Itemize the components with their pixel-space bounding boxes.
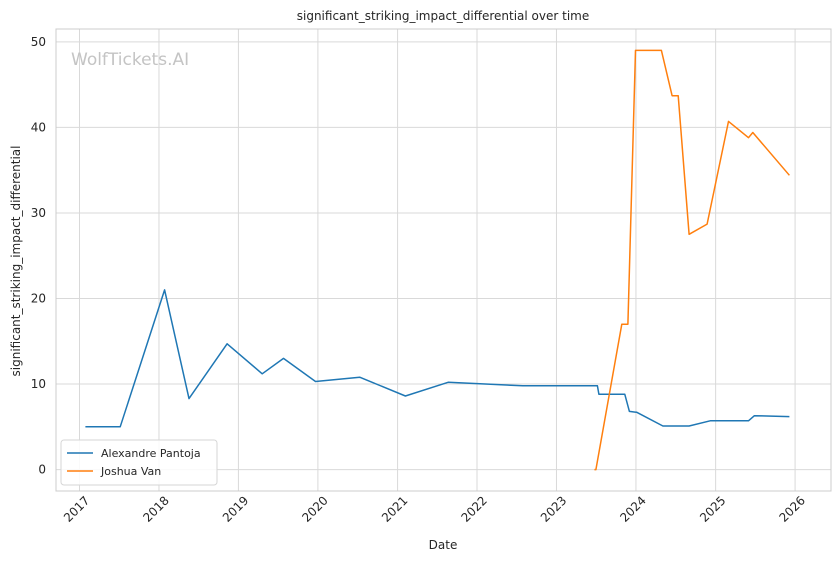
x-tick-label: 2026 <box>777 493 808 524</box>
x-tick-label: 2021 <box>379 493 410 524</box>
legend-box <box>60 439 218 486</box>
x-tick-label: 2018 <box>140 493 171 524</box>
x-tick-label: 2019 <box>220 493 251 524</box>
x-tick-label: 2022 <box>458 493 489 524</box>
x-tick-label: 2024 <box>617 493 648 524</box>
legend: Alexandre Pantoja Joshua Van <box>60 439 218 486</box>
x-tick-label: 2020 <box>299 493 330 524</box>
series-layer <box>85 49 790 471</box>
grid-lines <box>56 29 831 491</box>
y-tick-label: 0 <box>38 463 46 477</box>
y-tick-label: 40 <box>31 120 46 134</box>
y-tick-label: 20 <box>31 292 46 306</box>
y-tick-label: 30 <box>31 206 46 220</box>
y-tick-label: 50 <box>31 35 46 49</box>
series-line-0 <box>85 289 790 428</box>
chart-title: significant_striking_impact_differential… <box>297 9 589 23</box>
x-axis-label: Date <box>429 538 458 552</box>
legend-label-pantoja: Alexandre Pantoja <box>101 447 201 460</box>
plot-area <box>55 28 832 492</box>
legend-label-van: Joshua Van <box>100 465 161 478</box>
series-line-1 <box>594 49 790 471</box>
watermark: WolfTickets.AI <box>71 50 189 70</box>
x-tick-label: 2017 <box>61 493 92 524</box>
x-tick-label: 2023 <box>538 493 569 524</box>
y-axis-label: significant_striking_impact_differential <box>9 146 23 377</box>
y-axis-ticks: 0 10 20 30 40 50 <box>31 35 46 477</box>
x-axis-ticks: 2017 2018 2019 2020 2021 2022 2023 2024 2025 2026 <box>61 493 808 524</box>
x-tick-label: 2025 <box>697 493 728 524</box>
y-tick-label: 10 <box>31 377 46 391</box>
